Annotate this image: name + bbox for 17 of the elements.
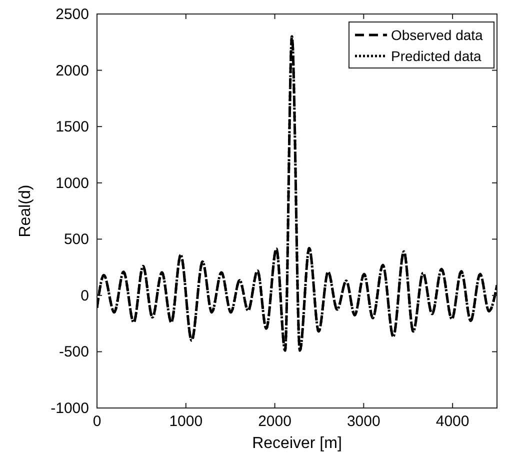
y-tick-label: 500: [64, 231, 89, 248]
y-tick-label: 2500: [56, 6, 89, 23]
x-tick-label: 2000: [258, 413, 292, 430]
x-axis-title: Receiver [m]: [252, 435, 342, 452]
y-tick-label: -1000: [50, 400, 89, 417]
y-tick-label: 2000: [56, 62, 89, 80]
y-axis-title: Real(d): [17, 184, 34, 238]
y-tick-label: 1500: [56, 118, 89, 136]
y-tick-label: -500: [58, 344, 89, 361]
y-tick-label: 0: [80, 287, 89, 304]
x-tick-label: 1000: [169, 413, 203, 430]
x-tick-label: 4000: [436, 413, 470, 430]
legend-label: Predicted data: [391, 48, 482, 64]
legend-label: Observed data: [391, 27, 484, 43]
x-tick-label: 0: [92, 413, 102, 430]
y-tick-label: 1000: [56, 174, 89, 192]
x-tick-label: 3000: [346, 413, 380, 430]
